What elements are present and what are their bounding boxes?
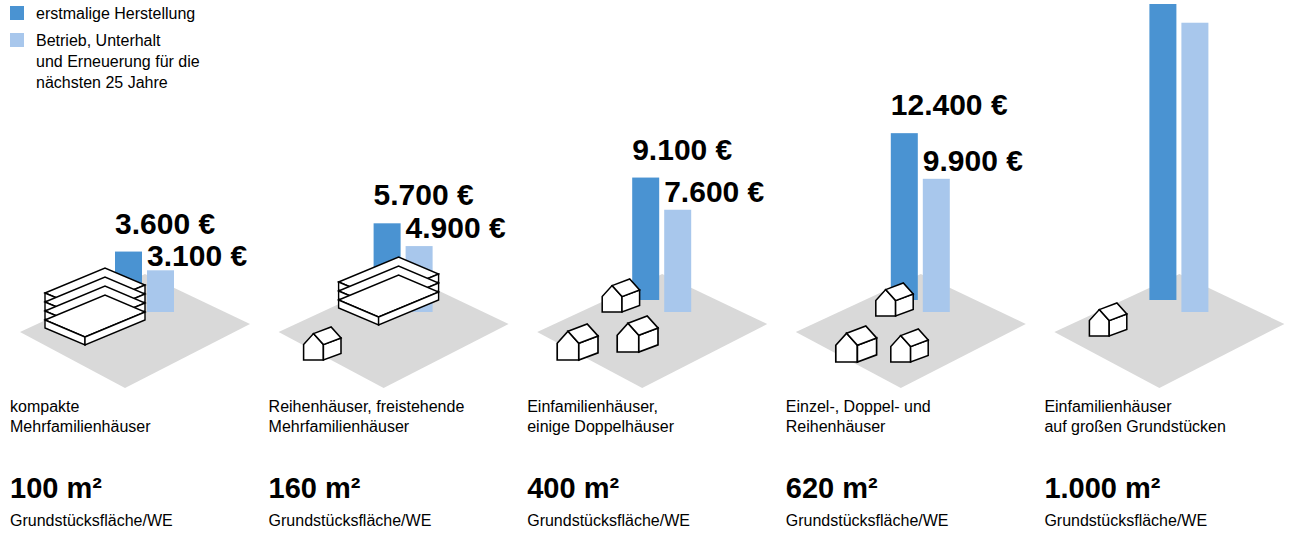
building-side [45,320,85,345]
building-front [379,292,439,325]
category-label: Einfamilienhäuserauf großen Grundstücken [1044,398,1225,435]
house-face [612,279,640,297]
site-label: 160 m² [269,472,361,504]
data-label: 3.600 € [115,207,215,240]
site-caption: Grundstücksfläche/WE [1044,512,1207,529]
house-face [901,329,929,347]
site-caption: Grundstücksfläche/WE [527,512,690,529]
building-front [85,312,145,345]
site-caption: Grundstücksfläche/WE [269,512,432,529]
building-side [339,300,379,325]
site-label: 1.000 m² [1044,472,1160,504]
house-icon [617,316,658,352]
house-face [847,326,877,345]
house-icon [557,324,598,360]
bar [147,270,174,312]
data-label: 4.900 € [406,211,506,244]
category-label: Einfamilienhäuser,einige Doppelhäuser [527,398,674,435]
bar [632,178,659,300]
site-caption: Grundstücksfläche/WE [786,512,949,529]
category-label: Einzel-, Doppel- undReihenhäuser [786,398,931,435]
house-icon [891,329,928,362]
bars [115,4,1208,312]
data-label: 9.100 € [632,133,732,166]
legend-label: Betrieb, Unterhaltund Erneuerung für die… [36,32,200,91]
house-icon [836,326,877,362]
bar [923,179,950,312]
category-label: kompakteMehrfamilienhäuser [10,398,151,435]
bar [664,210,691,312]
site-label: 620 m² [786,472,878,504]
legend-swatch [10,33,24,47]
house-icon [304,327,341,360]
legend-swatch [10,6,24,20]
house-face [314,327,342,345]
house-icon [876,283,913,316]
building-floor [45,295,145,345]
data-labels: 3.600 €3.100 € 5.700 €4.900 € 9.100 € 7.600… [115,88,1023,271]
site-label: 400 m² [527,472,619,504]
house-icon [1089,303,1126,336]
ground [796,274,1026,388]
house-icon [602,279,639,312]
data-label: 7.600 € [664,175,764,208]
data-label: 5.700 € [374,178,474,211]
data-label: 9.900 € [923,144,1023,177]
house-face [628,316,658,335]
bar [891,133,918,300]
bar [1149,4,1176,300]
building-floor [339,275,439,325]
legend-label: erstmalige Herstellung [36,5,195,22]
house-face [1099,303,1127,321]
icons [45,257,1127,362]
house-face [568,324,598,343]
chart: 3.600 €3.100 € 5.700 €4.900 € 9.100 € 7.600… [0,0,1293,542]
legend: erstmalige Herstellung Betrieb, Unterhalt… [10,5,200,91]
site-caption: Grundstücksfläche/WE [10,512,173,529]
category-labels: kompakteMehrfamilienhäuser Reihenhäuser, … [10,398,1226,529]
data-label: 3.100 € [147,239,247,272]
data-label: 12.400 € [891,88,1008,121]
ground [279,274,509,388]
bar [1181,23,1208,312]
house-face [886,283,914,301]
category-label: Reihenhäuser, freistehendeMehrfamilienhä… [269,398,465,435]
site-label: 100 m² [10,472,102,504]
